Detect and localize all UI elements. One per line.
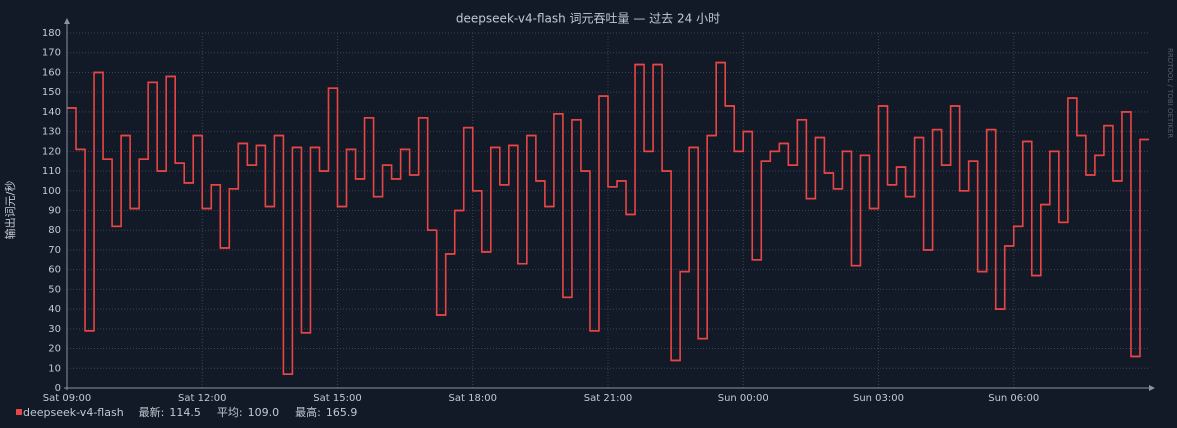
step-connector — [67, 61, 1149, 375]
stat-value: 114.5 — [169, 406, 201, 419]
y-tick-label: 0 — [55, 383, 61, 394]
y-tick-label: 20 — [48, 344, 61, 355]
x-axis-arrow — [1149, 385, 1155, 391]
y-tick-label: 150 — [42, 87, 61, 98]
plot — [67, 61, 1149, 375]
stat-label: 最高: — [295, 405, 321, 419]
y-tick-label: 180 — [42, 28, 61, 39]
chart-title: deepseek-v4-flash 词元吞吐量 — 过去 24 小时 — [456, 12, 720, 26]
y-tick-label: 120 — [42, 146, 61, 157]
y-tick-label: 110 — [42, 166, 61, 177]
y-tick-label: 170 — [42, 48, 61, 59]
y-tick-label: 60 — [48, 265, 61, 276]
x-tick-label: Sat 12:00 — [178, 393, 226, 404]
y-tick-label: 40 — [48, 304, 61, 315]
legend-swatch — [16, 409, 22, 415]
y-tick-label: 50 — [48, 284, 61, 295]
legend: deepseek-v4-flash 最新: 114.5 平均: 109.0 最高: 165.… — [16, 405, 357, 419]
y-axis-label: 输出词元/秒 — [3, 181, 17, 240]
y-tick-label: 140 — [42, 107, 61, 118]
stat-label: 平均: — [217, 406, 243, 419]
legend-label: deepseek-v4-flash — [23, 406, 124, 419]
y-tick-label: 90 — [48, 206, 61, 217]
stat-value: 165.9 — [326, 406, 358, 419]
x-tick-label: Sat 21:00 — [584, 393, 632, 404]
y-axis-arrow — [64, 18, 70, 24]
x-tick-label: Sun 00:00 — [718, 393, 769, 404]
x-tick-label: Sun 03:00 — [853, 393, 904, 404]
y-tick-label: 130 — [42, 127, 61, 138]
watermark: RRDTOOL / TOBI OETIKER — [1166, 48, 1174, 138]
y-tick-label: 160 — [42, 67, 61, 78]
stat-value: 109.0 — [248, 406, 280, 419]
x-tick-label: Sun 06:00 — [988, 393, 1039, 404]
y-tick-label: 30 — [48, 324, 61, 335]
y-tick-label: 10 — [48, 363, 61, 374]
x-tick-label: Sat 18:00 — [449, 393, 497, 404]
x-tick-label: Sat 09:00 — [43, 393, 91, 404]
y-tick-label: 70 — [48, 245, 61, 256]
stat-label: 最新: — [139, 405, 165, 419]
y-tick-label: 100 — [42, 186, 61, 197]
y-tick-label: 80 — [48, 225, 61, 236]
x-tick-label: Sat 15:00 — [313, 393, 361, 404]
